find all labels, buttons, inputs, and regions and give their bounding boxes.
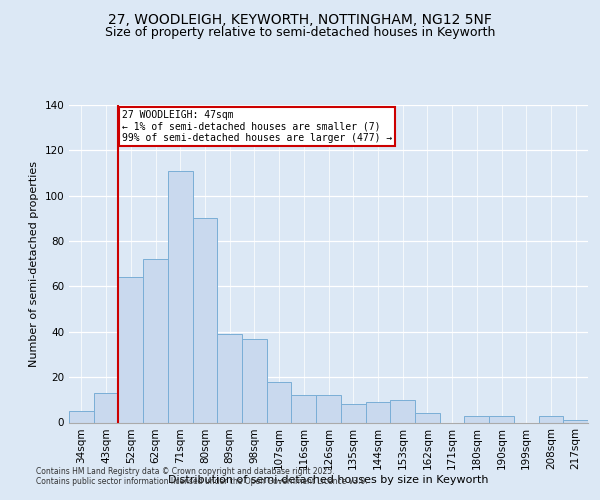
Y-axis label: Number of semi-detached properties: Number of semi-detached properties [29, 161, 39, 367]
Bar [563, 420, 588, 422]
Bar [69, 411, 94, 422]
X-axis label: Distribution of semi-detached houses by size in Keyworth: Distribution of semi-detached houses by … [168, 475, 489, 485]
Bar [168, 171, 193, 422]
Bar [316, 396, 341, 422]
Bar [390, 400, 415, 422]
Bar [489, 416, 514, 422]
Bar [539, 416, 563, 422]
Bar [242, 338, 267, 422]
Bar [118, 278, 143, 422]
Bar [341, 404, 365, 422]
Bar [193, 218, 217, 422]
Text: Size of property relative to semi-detached houses in Keyworth: Size of property relative to semi-detach… [105, 26, 495, 39]
Text: 27 WOODLEIGH: 47sqm
← 1% of semi-detached houses are smaller (7)
99% of semi-det: 27 WOODLEIGH: 47sqm ← 1% of semi-detache… [122, 110, 392, 142]
Bar [415, 414, 440, 422]
Bar [292, 396, 316, 422]
Bar [464, 416, 489, 422]
Text: Contains public sector information licensed under the Open Government Licence v3: Contains public sector information licen… [36, 477, 368, 486]
Bar [94, 393, 118, 422]
Bar [217, 334, 242, 422]
Bar [143, 259, 168, 422]
Bar [365, 402, 390, 422]
Bar [267, 382, 292, 422]
Text: Contains HM Land Registry data © Crown copyright and database right 2025.: Contains HM Land Registry data © Crown c… [36, 467, 335, 476]
Text: 27, WOODLEIGH, KEYWORTH, NOTTINGHAM, NG12 5NF: 27, WOODLEIGH, KEYWORTH, NOTTINGHAM, NG1… [108, 12, 492, 26]
